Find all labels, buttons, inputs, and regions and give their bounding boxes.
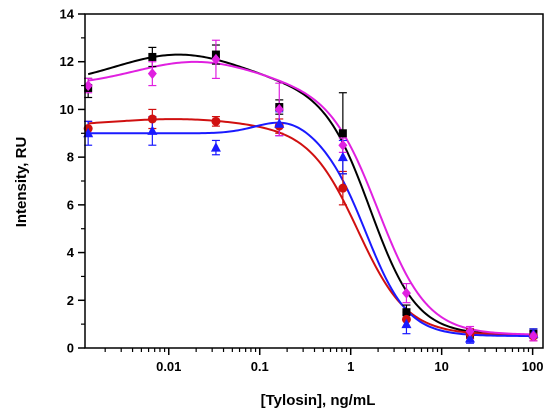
y-tick-label: 6	[67, 197, 74, 212]
data-point	[211, 53, 221, 65]
data-point	[528, 330, 538, 342]
data-point	[337, 151, 348, 162]
data-point	[338, 183, 348, 193]
fit-curve-3	[88, 121, 534, 337]
fit-curve-1	[87, 53, 534, 336]
data-point	[402, 308, 411, 317]
x-axis-label: [Tylosin], ng/mL	[261, 392, 376, 409]
y-tick-label: 2	[67, 293, 74, 308]
data-point	[401, 318, 412, 329]
error-bars	[84, 39, 538, 344]
y-axis-label: Intensity, RU	[13, 137, 30, 228]
y-tick-label: 14	[60, 7, 75, 22]
x-tick-label: 10	[434, 359, 448, 374]
data-markers	[83, 50, 539, 343]
fit-curve-2	[88, 118, 534, 336]
y-tick-label: 10	[60, 102, 74, 117]
plot-frame	[84, 13, 544, 349]
data-point	[338, 129, 347, 138]
x-tick-label: 1	[347, 359, 354, 374]
x-tick-label: 100	[522, 359, 544, 374]
data-point	[465, 325, 475, 337]
data-point	[274, 118, 285, 128]
x-tick-label: 0.1	[251, 359, 269, 374]
data-point	[83, 80, 93, 92]
data-point	[147, 114, 157, 124]
data-point	[338, 139, 348, 151]
data-point	[147, 68, 157, 80]
data-point	[148, 52, 157, 61]
y-tick-label: 12	[60, 54, 74, 69]
data-point	[147, 125, 158, 135]
data-point	[211, 116, 221, 126]
axes: 0 2 4 6 8 10 12 14 0.01 0.1 1 10 100	[60, 7, 544, 374]
y-tick-label: 8	[67, 150, 74, 165]
data-point	[210, 142, 221, 152]
y-tick-label: 0	[67, 341, 74, 356]
x-tick-label: 0.01	[156, 359, 181, 374]
data-point	[465, 332, 476, 343]
fit-curves	[87, 53, 534, 337]
data-point	[401, 287, 411, 299]
fit-curve-4	[88, 60, 534, 336]
y-tick-label: 4	[67, 245, 75, 260]
data-point	[274, 103, 284, 115]
